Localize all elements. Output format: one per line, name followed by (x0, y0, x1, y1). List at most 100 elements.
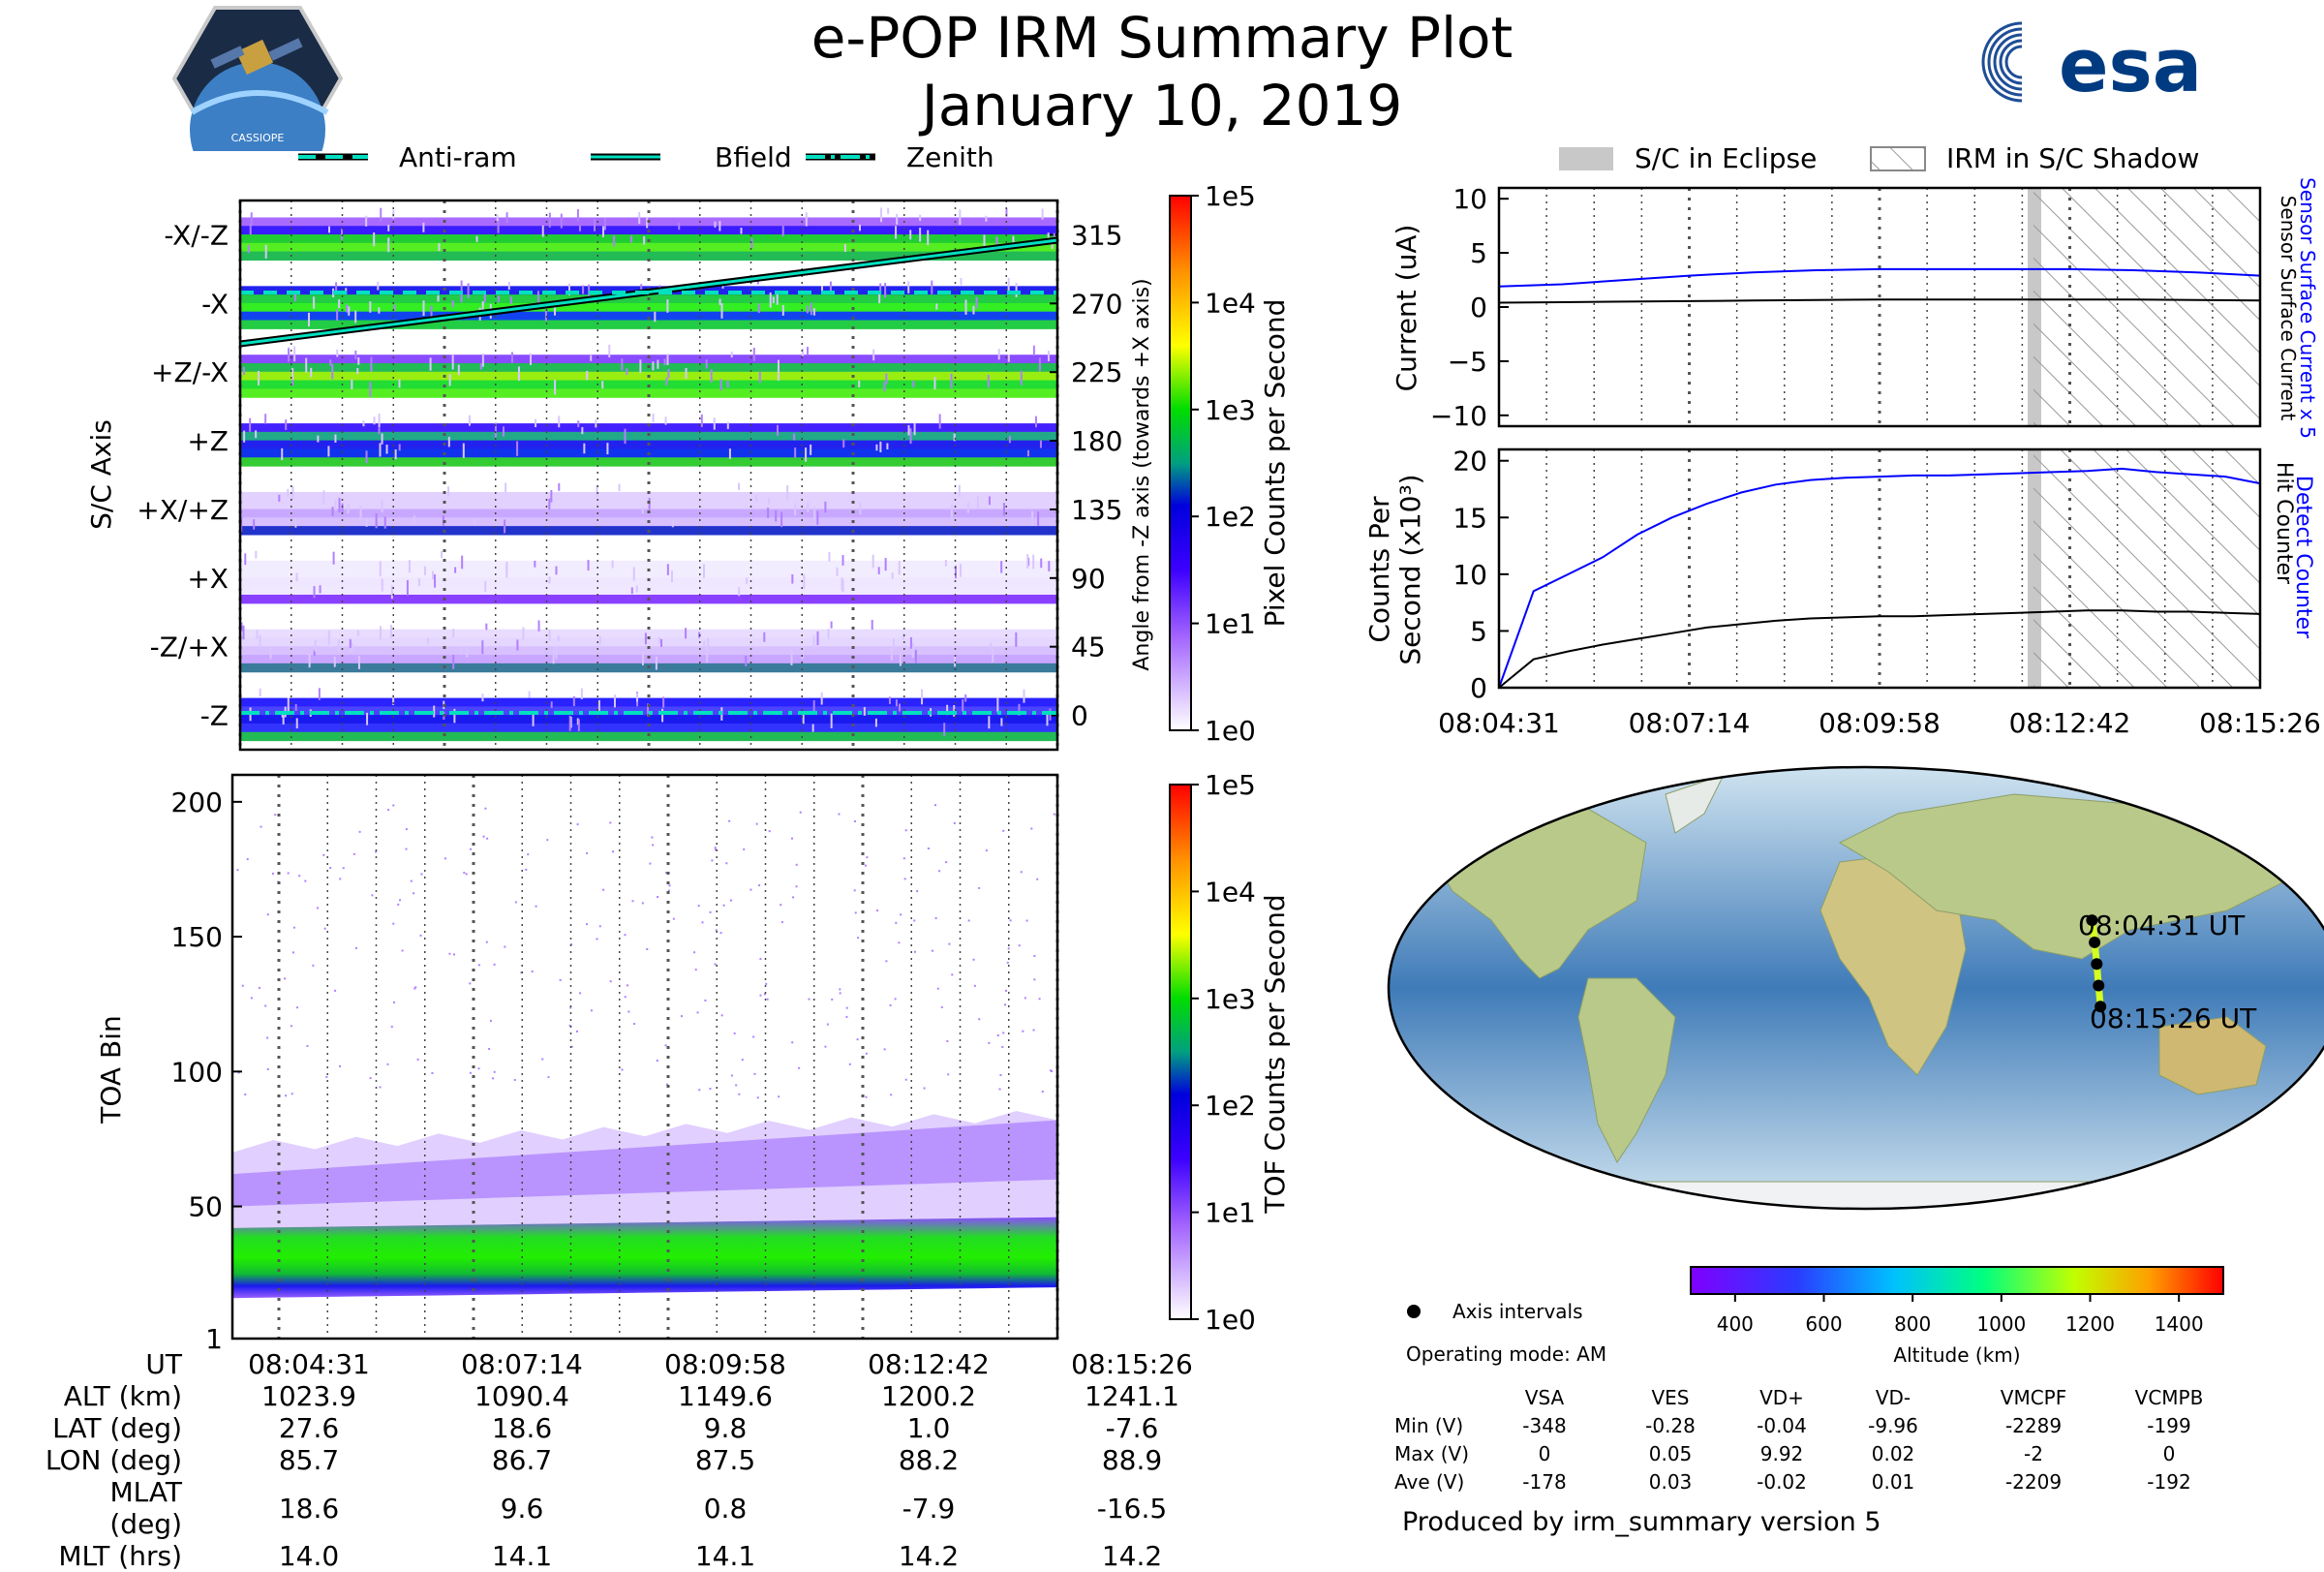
pixel-speckle (1037, 511, 1040, 526)
pixel-speckle (780, 511, 783, 528)
tof-ytick-label: 100 (171, 1056, 223, 1088)
tof-dot (1051, 1069, 1054, 1072)
pixel-speckle (255, 550, 258, 559)
current-ytick-label: 0 (1470, 292, 1487, 324)
tof-dot (399, 899, 402, 902)
pixel-speckle (314, 639, 317, 652)
tof-dot (354, 946, 357, 949)
pixel-speckle (555, 566, 558, 575)
pixel-speckle (960, 277, 963, 286)
tof-dot (1049, 1069, 1052, 1072)
pixel-speckle (255, 430, 258, 439)
tof-dot (856, 1038, 859, 1041)
tof-dot (839, 988, 841, 991)
pixel-speckle (755, 495, 758, 502)
colorbar-tick-label: 1e3 (1205, 394, 1256, 426)
pixel-speckle (462, 443, 465, 458)
tof-dot (694, 969, 697, 971)
tof-dot (513, 1078, 516, 1081)
pixel-speckle (962, 699, 964, 712)
colorbar-tick-label: 1e5 (1205, 180, 1256, 212)
pixel-speckle (919, 228, 922, 242)
pixel-speckle (830, 713, 833, 728)
pixel-speckle (509, 296, 512, 304)
tof-colorbar-label: TOF Counts per Second (1259, 894, 1291, 1214)
pixel-speckle (282, 715, 285, 725)
volt-column-header: VSA (1524, 1385, 1565, 1409)
pixel-speckle (336, 349, 339, 357)
position-cell: 88.2 (898, 1444, 960, 1476)
pixel-speckle (359, 506, 362, 521)
tof-dot (1001, 1045, 1004, 1048)
tof-dot (780, 921, 783, 924)
tof-dot (693, 951, 696, 954)
pixel-speckle (878, 293, 881, 304)
pixel-speckle (874, 718, 877, 727)
current-plot: 10 5 0 −5 −10 Current (uA) Sensor Surface Cu… (1391, 177, 2319, 439)
volt-cell: 0.02 (1871, 1441, 1915, 1465)
position-cell: 18.6 (278, 1492, 340, 1525)
pixel-speckle (802, 348, 805, 356)
pixel-right-tick-label: 0 (1071, 700, 1088, 732)
pixel-speckle (601, 226, 604, 237)
legend-bfield: Bfield (715, 141, 792, 173)
pixel-speckle (909, 636, 912, 649)
tof-dot (413, 987, 416, 990)
volt-column-header: VES (1651, 1385, 1690, 1409)
pixel-speckle (1020, 370, 1023, 385)
pixel-speckle (738, 586, 741, 597)
tof-dot (250, 997, 253, 1000)
pixel-band (240, 509, 1057, 518)
tof-dot (325, 1075, 328, 1078)
tof-dot (375, 850, 378, 853)
tof-colorbar: 1e0 1e1 1e2 1e3 1e4 1e5 TOF Counts per Second (1169, 769, 1291, 1336)
volt-cell: -199 (2147, 1413, 2191, 1437)
tof-dot (586, 851, 589, 854)
pixel-speckle (576, 718, 579, 725)
ground-track-point (2089, 936, 2101, 948)
pixel-speckle (554, 300, 557, 316)
series-line-1 (1498, 609, 2261, 689)
pixel-speckle (550, 489, 553, 503)
pixel-speckle (919, 214, 922, 222)
pixel-band (240, 234, 1057, 244)
tof-dot (334, 989, 337, 992)
pixel-speckle (807, 502, 810, 512)
tof-dot (405, 848, 408, 850)
tof-dot (753, 1072, 756, 1075)
tof-dot (482, 835, 485, 838)
pixel-speckle (802, 714, 805, 724)
pixel-speckle (481, 640, 484, 655)
pixel-speckle (1018, 703, 1021, 716)
pixel-speckle (720, 303, 723, 319)
tof-dot (342, 867, 345, 870)
position-cell: 0.8 (703, 1492, 748, 1525)
operating-mode: Operating mode: AM (1406, 1342, 1606, 1366)
pixel-speckle (885, 373, 888, 385)
volt-cell: -0.02 (1757, 1469, 1807, 1494)
pixel-speckle (703, 640, 706, 647)
pixel-speckle (460, 294, 463, 303)
pixel-speckle (750, 237, 753, 249)
tof-dot (387, 809, 390, 812)
tof-dot (469, 1071, 472, 1074)
altitude-tick-label: 1400 (2155, 1312, 2204, 1336)
pixel-speckle (294, 293, 297, 302)
current-ylabel: Current (uA) (1391, 225, 1422, 392)
pixel-speckle (332, 551, 335, 565)
pixel-speckle (603, 217, 606, 231)
tof-dot (728, 819, 731, 822)
tof-dot (999, 1073, 1002, 1076)
pixel-speckle (652, 361, 655, 371)
counts-xtick-label: 08:04:31 (1438, 707, 1560, 739)
pixel-speckle (418, 578, 421, 586)
tof-dot (1002, 829, 1005, 832)
tof-dot (1007, 947, 1010, 950)
pixel-speckle (422, 222, 425, 232)
pixel-speckle (995, 236, 998, 247)
tof-dot (541, 1058, 544, 1061)
pixel-speckle (387, 224, 390, 231)
tof-dot (898, 941, 901, 944)
pixel-band (240, 646, 1057, 656)
series-line-1 (1498, 298, 2261, 304)
